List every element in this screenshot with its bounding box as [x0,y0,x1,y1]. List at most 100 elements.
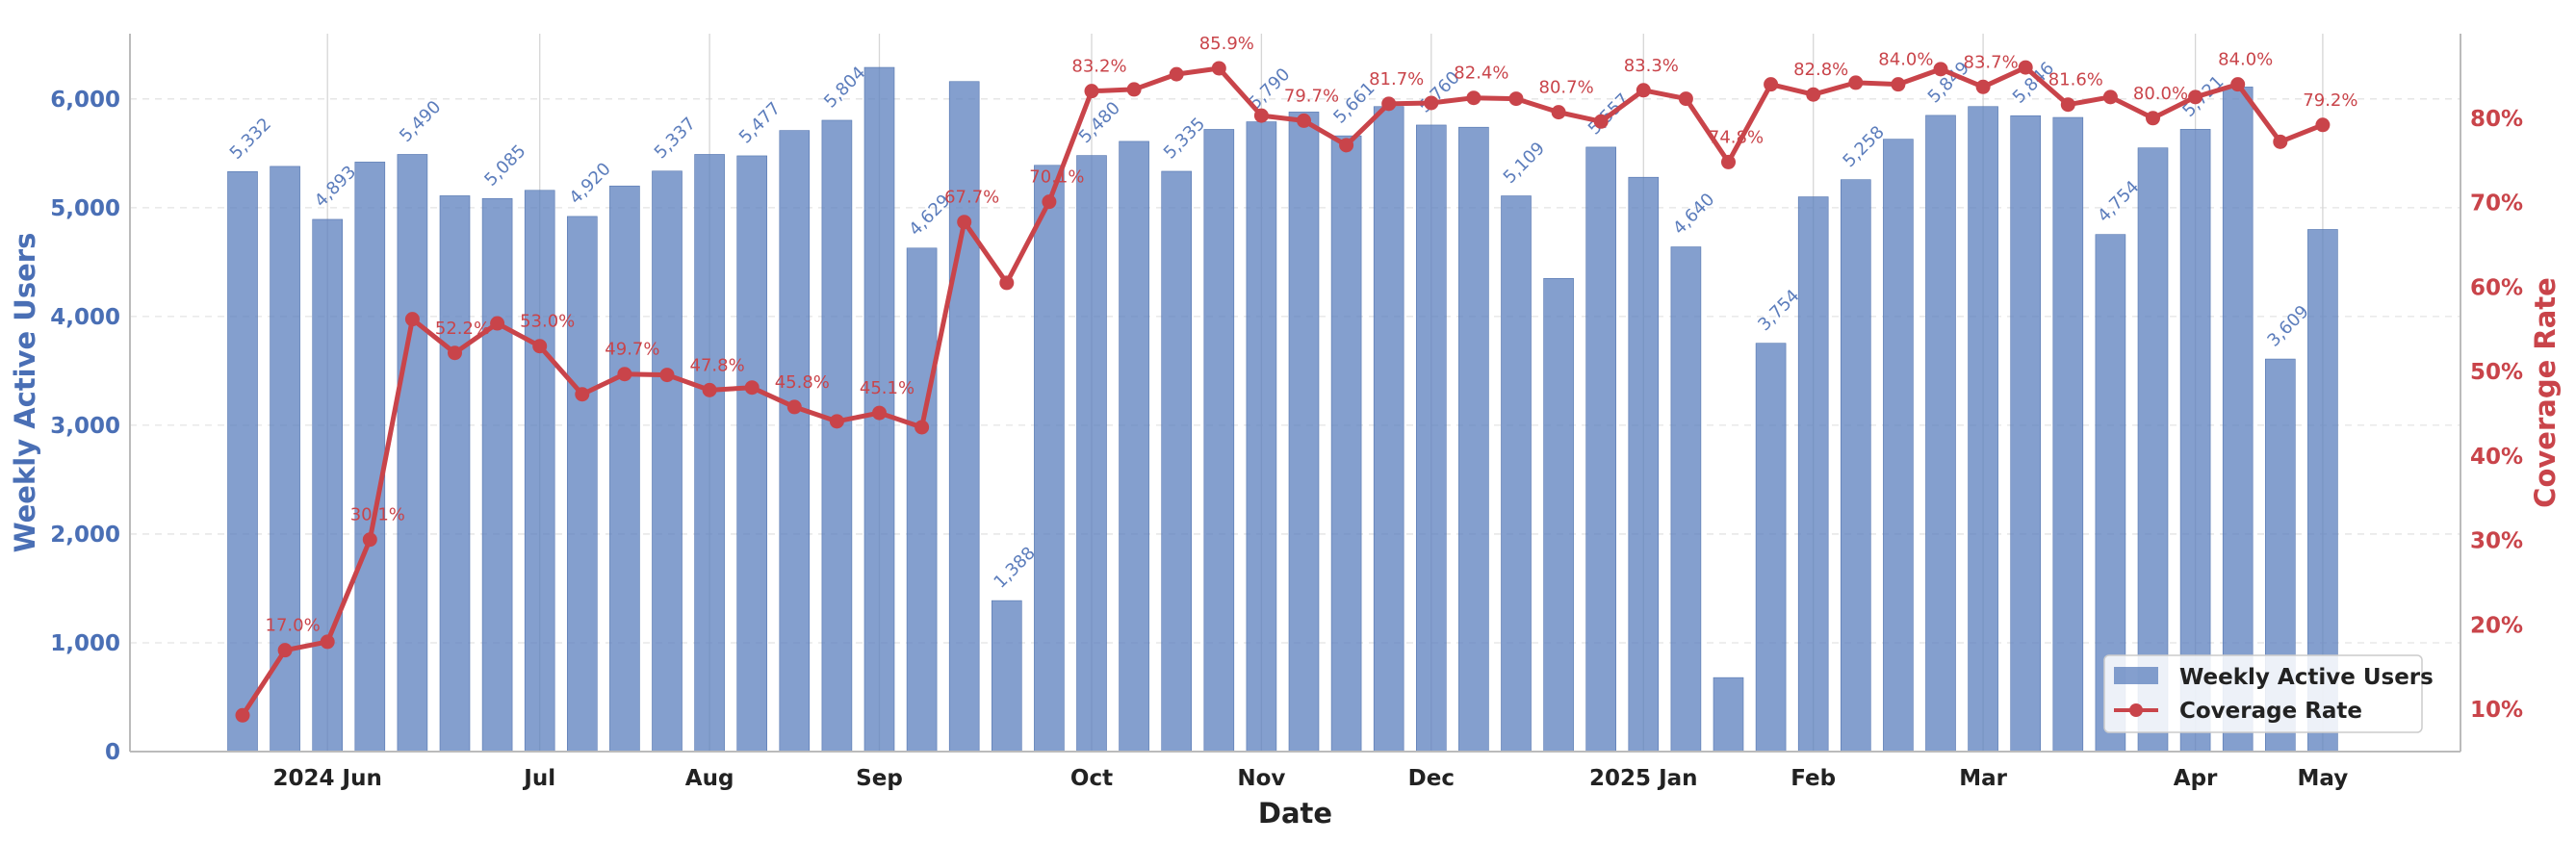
legend-line-marker [2129,703,2143,717]
bar [1416,124,1447,753]
y-left-tick-label: 0 [105,740,120,765]
y-right-tick-label: 50% [2470,360,2523,385]
line-point [1508,91,1524,107]
x-tick-label: Mar [1959,766,2007,791]
line-point [914,420,930,435]
line-data-label: 70.1% [1029,167,1084,188]
x-tick-label: Aug [685,766,734,791]
y-left-tick-label: 2,000 [50,523,120,548]
y-right-tick-label: 70% [2470,192,2523,217]
bar-data-label: 5,258 [1839,122,1888,171]
bar [821,119,853,753]
bar-data-label: 4,754 [2094,177,2143,226]
line-data-label: 45.8% [775,372,830,393]
line-point [490,316,505,331]
y-left-tick-label: 3,000 [50,414,120,439]
bar [1501,195,1532,753]
bar-data-label: 5,477 [735,98,785,147]
bar [652,170,683,753]
y-left-tick-label: 4,000 [50,305,120,330]
bar [566,216,598,753]
line-point [1381,96,1397,112]
x-tick-label: Oct [1070,766,1113,791]
line-point [1975,79,1991,94]
line-point [999,275,1015,291]
bar [439,195,471,753]
bar [1755,343,1787,753]
line-point [1084,84,1099,99]
line-data-label: 17.0% [266,616,321,636]
line-data-label: 83.7% [1964,52,2019,72]
line-point [1424,95,1439,111]
bar-data-label: 5,804 [820,63,869,112]
bar [2137,147,2169,753]
bar-data-label: 5,480 [1075,98,1124,147]
x-tick-label: 2025 Jan [1589,766,1697,791]
bar-data-label: 5,337 [651,114,700,163]
bar [609,185,640,753]
line-point [2146,111,2160,126]
line-point [957,215,972,230]
bar-data-label: 3,609 [2263,301,2312,350]
line-point [1933,62,1948,77]
bar [1883,139,1914,753]
legend-frame [2103,654,2423,733]
bar [948,81,980,753]
x-tick-label: Dec [1408,766,1455,791]
line-point [2273,134,2288,149]
line-point [872,405,887,421]
line-point [2315,117,2331,133]
line-data-label: 81.6% [2048,70,2103,90]
bar [1628,176,1660,753]
line-point [1339,138,1354,153]
bar [1458,126,1489,753]
line-point [1466,90,1481,106]
line-data-label: 49.7% [605,340,659,360]
y-right-axis-title: Coverage Rate [2529,277,2562,508]
x-tick-label: Jul [522,766,555,791]
bar [2010,115,2041,753]
line-point [1297,113,1311,128]
bar [1968,106,1998,753]
line-point [2018,60,2033,75]
line-point [2188,89,2203,105]
line-data-label: 79.2% [2303,90,2357,111]
y-left-tick-label: 6,000 [50,88,120,113]
bar [906,247,938,753]
line-point [1042,194,1057,210]
bar [1034,165,1065,753]
line-point [1721,154,1736,169]
x-axis-title: Date [1258,797,1332,830]
bar [397,154,428,753]
line-point [320,634,335,650]
line-point [532,339,548,354]
x-tick-label: May [2298,766,2349,791]
y-right-tick-label: 10% [2470,698,2523,723]
bar [736,155,768,753]
bar-data-label: 3,754 [1754,286,1803,335]
line-point [1891,77,1906,92]
bar [1076,155,1107,753]
line-point [1806,87,1821,102]
line-data-label: 82.8% [1793,60,1848,80]
x-tick-label: 2024 Jun [273,766,382,791]
x-tick-label: Apr [2174,766,2218,791]
bar [1330,135,1362,753]
line-point [404,312,420,327]
line-point [1126,82,1142,97]
y-left-tick-label: 1,000 [50,631,120,656]
line-point [702,382,717,397]
coverage-line [240,64,2324,717]
bar [694,154,725,753]
bar-data-label: 4,893 [311,162,360,211]
line-data-label: 67.7% [944,188,999,208]
bar [227,171,258,753]
line-point [786,399,802,415]
line-data-label: 47.8% [690,355,745,375]
line-data-label: 85.9% [1199,34,1254,54]
line-data-label: 81.7% [1369,69,1424,89]
line-point [575,387,590,402]
bar [1670,246,1702,753]
line-point [1593,114,1609,129]
bar [1119,140,1149,753]
